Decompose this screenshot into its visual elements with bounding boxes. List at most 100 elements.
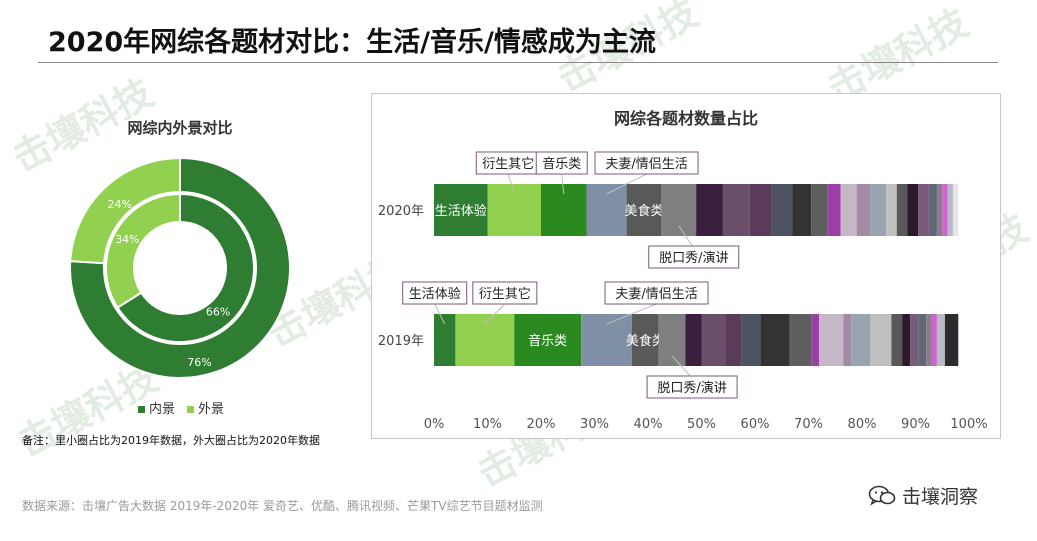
callout-label: 衍生其它 [479,286,531,302]
bar-segment-0-19 [918,184,929,236]
bar-segment-1-9 [741,314,761,366]
x-tick-label: 20% [527,417,556,432]
donut-slice-inner-1 [105,192,181,310]
legend-item-outdoor: 外景 [187,398,224,417]
y-category-label: 2019年 [378,334,424,349]
bar-segment-1-2 [514,314,582,366]
bar-data-label: 美食类 [624,203,663,219]
x-tick-label: 80% [848,417,877,432]
bar-chart-panel: 网综各题材数量占比 0% 10% 20% 30% 40% 50% 60% 70% 80% 90% 1… [371,93,1001,439]
donut-label-inner-1: 34% [115,233,139,246]
bar-segment-0-13 [840,184,857,236]
donut-label-outer-1: 24% [108,198,132,211]
y-category-label: 2020年 [378,204,424,219]
bar-data-label: 音乐类 [528,333,567,349]
callout-leader [606,173,647,195]
bar-segment-0-1 [487,184,541,236]
bar-segment-0-17 [896,184,908,236]
page-title: 2020年网综各题材对比：生活/音乐/情感成为主流 [48,27,656,58]
bar-segment-1-1 [455,314,515,366]
callout-label: 脱口秀/演讲 [657,380,726,396]
bar-segment-1-18 [902,314,911,366]
callout-label: 生活体验 [409,286,461,302]
bar-segment-1-22 [931,314,937,366]
callout-box [535,151,588,175]
bar-segment-1-7 [701,314,726,366]
callout-leader [434,303,446,325]
callout-leader [507,173,515,195]
bar-segment-0-23 [947,184,953,236]
x-tick-label: 30% [580,417,609,432]
bar-segment-1-5 [658,314,686,366]
bar-segment-1-20 [918,314,927,366]
brand: 击壤洞察 [868,482,978,509]
callout-box [646,375,738,399]
data-source: 数据来源：击壤广告大数据 2019年-2020年 爱奇艺、优酷、腾讯视频、芒果T… [22,499,543,513]
bar-segment-1-10 [760,314,790,366]
bar-segment-1-6 [685,314,702,366]
bar-segment-0-3 [586,184,627,236]
stacked-bar-chart: 0% 10% 20% 30% 40% 50% 60% 70% 80% 90% 100% 2020年 生活… [378,151,988,432]
bar-segment-1-0 [434,314,456,366]
bar-segment-1-4 [631,314,659,366]
bar-chart-title: 网综各题材数量占比 [613,109,758,128]
bar-segment-0-9 [771,184,793,236]
callout-box [648,245,740,269]
bar-segment-1-8 [725,314,742,366]
bar-segment-0-18 [907,184,919,236]
bar-segment-1-15 [851,314,871,366]
bar-segment-0-12 [827,184,841,236]
donut-chart: 66% 34% 76% 24% [69,156,291,379]
bar-segment-1-17 [891,314,903,366]
bar-segment-0-0 [434,184,488,236]
x-tick-label: 90% [901,417,930,432]
x-tick-label: 40% [634,417,663,432]
bar-segment-1-14 [843,314,852,366]
bar-segment-0-21 [936,184,943,236]
x-tick-label: 10% [473,417,502,432]
bar-segment-0-24 [952,184,959,236]
donut-label-outer-0: 76% [187,356,211,369]
bar-segment-1-12 [811,314,820,366]
bar-segment-0-22 [942,184,948,236]
bar-segment-0-10 [792,184,812,236]
donut-slice-outer-0 [69,156,291,379]
brand-name: 击壤洞察 [902,486,979,508]
x-tick-label: 60% [741,417,770,432]
x-tick-label: 50% [687,417,716,432]
callout-leader [678,225,695,249]
bar-data-label: 美食类 [626,333,665,349]
callout-leader [561,173,565,195]
bar-data-label: 生活体验 [435,203,487,219]
bar-segment-1-23 [936,314,945,366]
bar-segment-1-19 [910,314,919,366]
callout-label: 夫妻/情侣生活 [615,287,697,302]
bar-segment-0-7 [722,184,750,236]
bar-segment-0-5 [661,184,697,236]
bar-segment-0-16 [886,184,897,236]
bar-segment-1-21 [926,314,932,366]
callout-box [594,151,699,175]
title-divider [38,62,998,63]
callout-leader [671,355,693,379]
callout-box [402,281,468,305]
x-tick-label: 70% [794,417,823,432]
bar-segment-0-11 [811,184,828,236]
legend-item-indoor: 内景 [138,398,175,417]
x-tick-label: 0% [424,417,445,432]
bar-segment-0-4 [626,184,662,236]
donut-legend: 内景 外景 [138,398,224,417]
bar-segment-1-16 [870,314,892,366]
bar-segment-0-8 [749,184,772,236]
callout-leader [484,303,506,325]
bar-segment-0-20 [928,184,937,236]
callout-label: 脱口秀/演讲 [659,250,728,266]
x-tick-label: 100% [950,417,987,432]
donut-chart-title: 网综内外景对比 [127,119,233,137]
wechat-icon [868,485,896,506]
callout-leader [606,303,657,325]
donut-slice-outer-1 [69,156,181,265]
bar-segment-0-6 [696,184,723,236]
callout-label: 音乐类 [542,156,581,172]
donut-note: 备注：里小圈占比为2019年数据，外大圈占比为2020年数据 [22,434,320,447]
